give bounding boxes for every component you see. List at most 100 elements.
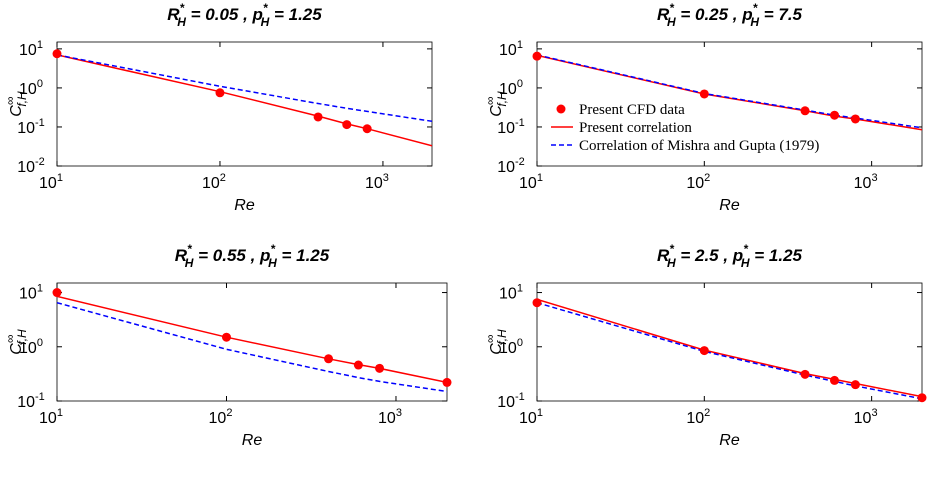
exponent: 2 xyxy=(220,172,226,184)
base: 10 xyxy=(209,410,227,427)
title-part: H xyxy=(750,15,759,29)
y-axis-label: C∞f,H xyxy=(3,91,29,117)
exponent: 3 xyxy=(871,407,877,419)
base: 10 xyxy=(19,286,37,303)
ylabel-part: f,H xyxy=(495,329,509,345)
base: 10 xyxy=(497,159,515,176)
base: 10 xyxy=(378,410,396,427)
title-part: = 1.25 xyxy=(750,246,803,265)
title-part: * xyxy=(753,1,759,15)
y-tick-label: 10-1 xyxy=(497,391,525,411)
title-part: * xyxy=(263,1,269,15)
base: 10 xyxy=(499,42,517,59)
y-tick-label: 100 xyxy=(499,78,523,98)
exponent: 2 xyxy=(226,407,232,419)
data-point xyxy=(830,375,840,385)
y-tick-label: 100 xyxy=(19,78,43,98)
data-point xyxy=(313,112,323,122)
exponent: 1 xyxy=(57,407,63,419)
ylabel-part: f,H xyxy=(15,329,29,345)
title-part: R xyxy=(175,246,188,265)
y-tick-label: 10-1 xyxy=(17,391,45,411)
base: 10 xyxy=(497,394,515,411)
x-tick-label: 102 xyxy=(202,172,226,192)
title-part: = 1.25 xyxy=(277,246,330,265)
series-line xyxy=(57,54,432,123)
y-axis-label: C∞f,H xyxy=(483,329,509,355)
ylabel-part: ∞ xyxy=(3,96,17,105)
title-part: * xyxy=(669,1,675,15)
exponent: 1 xyxy=(517,283,523,295)
base: 10 xyxy=(19,340,37,357)
ylabel-part: C xyxy=(8,343,25,355)
exponent: 2 xyxy=(704,172,710,184)
title-part: H xyxy=(741,256,750,270)
y-tick-label: 100 xyxy=(19,337,43,357)
data-point xyxy=(215,88,225,98)
exponent: -2 xyxy=(35,156,45,168)
series-line xyxy=(537,54,922,129)
x-tick-label: 101 xyxy=(519,172,543,192)
x-tick-label: 101 xyxy=(39,172,63,192)
data-point xyxy=(375,363,385,373)
title-part: R xyxy=(657,246,670,265)
legend-label: Present correlation xyxy=(579,120,692,136)
base: 10 xyxy=(499,81,517,98)
base: 10 xyxy=(17,159,35,176)
base: 10 xyxy=(39,410,57,427)
title-part: H xyxy=(185,256,194,270)
x-tick-label: 103 xyxy=(378,407,402,427)
x-tick-label: 102 xyxy=(686,172,710,192)
x-tick-label: 103 xyxy=(854,407,878,427)
data-point xyxy=(52,288,62,298)
y-axis-label: C∞f,H xyxy=(483,91,509,117)
y-tick-label: 100 xyxy=(499,337,523,357)
plot-frame xyxy=(56,41,433,167)
base: 10 xyxy=(365,175,383,192)
data-point xyxy=(830,110,840,120)
series-line xyxy=(537,54,922,131)
y-tick-label: 10-2 xyxy=(497,156,525,176)
title-part: = 1.25 xyxy=(269,5,322,24)
ylabel-part: f,H xyxy=(495,91,509,107)
data-point xyxy=(699,89,709,99)
title-part: R xyxy=(167,5,180,24)
legend-label: Correlation of Mishra and Gupta (1979) xyxy=(579,138,819,154)
title-part: * xyxy=(180,1,186,15)
base: 10 xyxy=(39,175,57,192)
exponent: 1 xyxy=(57,172,63,184)
y-tick-label: 101 xyxy=(19,283,43,303)
title-part: H xyxy=(261,15,270,29)
base: 10 xyxy=(499,340,517,357)
base: 10 xyxy=(202,175,220,192)
title-part: R xyxy=(657,5,670,24)
title-part: H xyxy=(667,15,676,29)
chart-title: R* H = 0.05 , p* H = 1.25 xyxy=(167,1,322,29)
y-tick-label: 101 xyxy=(499,39,523,59)
base: 10 xyxy=(519,175,537,192)
data-point xyxy=(324,354,334,364)
exponent: 3 xyxy=(871,172,877,184)
exponent: 0 xyxy=(37,78,43,90)
ylabel-part: C xyxy=(488,343,505,355)
exponent: 2 xyxy=(704,407,710,419)
plot-frame xyxy=(56,282,448,402)
data-point xyxy=(800,106,810,116)
title-part: H xyxy=(268,256,277,270)
x-axis-label: Re xyxy=(719,432,740,449)
title-part: * xyxy=(743,242,749,256)
y-tick-label: 10-1 xyxy=(497,117,525,137)
data-point xyxy=(532,298,542,308)
exponent: 3 xyxy=(396,407,402,419)
x-tick-label: 101 xyxy=(39,407,63,427)
legend-marker xyxy=(556,104,566,114)
exponent: 1 xyxy=(537,172,543,184)
exponent: 1 xyxy=(517,39,523,51)
x-tick-label: 103 xyxy=(854,172,878,192)
ylabel-part: C xyxy=(488,105,505,117)
exponent: 0 xyxy=(517,337,523,349)
series-line xyxy=(57,301,447,393)
exponent: -1 xyxy=(35,391,45,403)
exponent: 1 xyxy=(537,407,543,419)
